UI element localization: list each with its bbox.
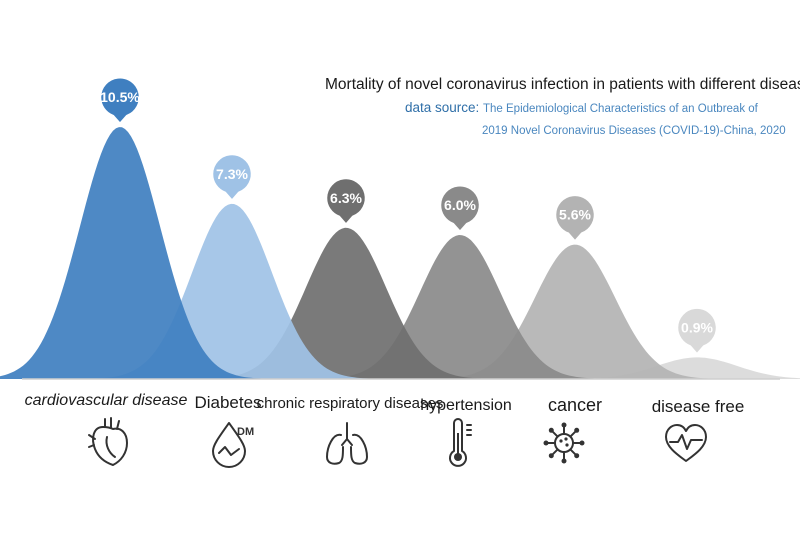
curve-diabetes (72, 203, 392, 379)
value-label: 6.0% (444, 197, 476, 213)
heart-organ-icon (88, 417, 128, 466)
svg-text:DM: DM (237, 426, 254, 438)
curve-cardiovascular-disease (0, 127, 280, 379)
value-bubble: 7.3% (210, 152, 254, 203)
curve-cancer (415, 244, 735, 379)
source-line-2: 2019 Novel Coronavirus Diseases (COVID-1… (482, 125, 786, 137)
value-label: 5.6% (559, 207, 591, 223)
value-bubbles-layer: 10.5% 7.3% 6.3% 6.0% 5.6% 0.9% (98, 76, 719, 357)
curves-layer (0, 127, 800, 379)
heart-pulse-icon (665, 424, 707, 462)
category-label: disease free (652, 397, 745, 416)
category-label: hypertension (420, 397, 512, 414)
value-bubble: 10.5% (98, 76, 142, 126)
value-bubble: 6.0% (438, 184, 482, 234)
value-label: 6.3% (330, 190, 362, 206)
value-label: 10.5% (100, 89, 140, 105)
chart-title: Mortality of novel coronavirus infection… (325, 76, 800, 93)
lungs-icon (326, 422, 368, 465)
category-label: Diabetes (194, 393, 261, 412)
value-label: 0.9% (681, 319, 713, 335)
value-bubble: 5.6% (553, 193, 597, 244)
curve-hypertension (300, 235, 620, 379)
diabetes-drop-icon: DM (212, 422, 254, 468)
value-bubble: 6.3% (324, 176, 368, 227)
virus-icon (543, 422, 585, 464)
category-label: cancer (548, 395, 602, 415)
thermometer-icon (449, 418, 472, 467)
value-label: 7.3% (216, 166, 248, 182)
category-label: chronic respiratory diseases (257, 395, 444, 412)
curve-chronic-respiratory-diseases (186, 227, 506, 379)
source-label: data source: (405, 100, 479, 115)
source-line-1: The Epidemiological Characteristics of a… (483, 103, 759, 115)
category-label: cardiovascular disease (25, 392, 188, 409)
value-bubble: 0.9% (675, 306, 719, 357)
curve-disease-free (537, 357, 800, 379)
